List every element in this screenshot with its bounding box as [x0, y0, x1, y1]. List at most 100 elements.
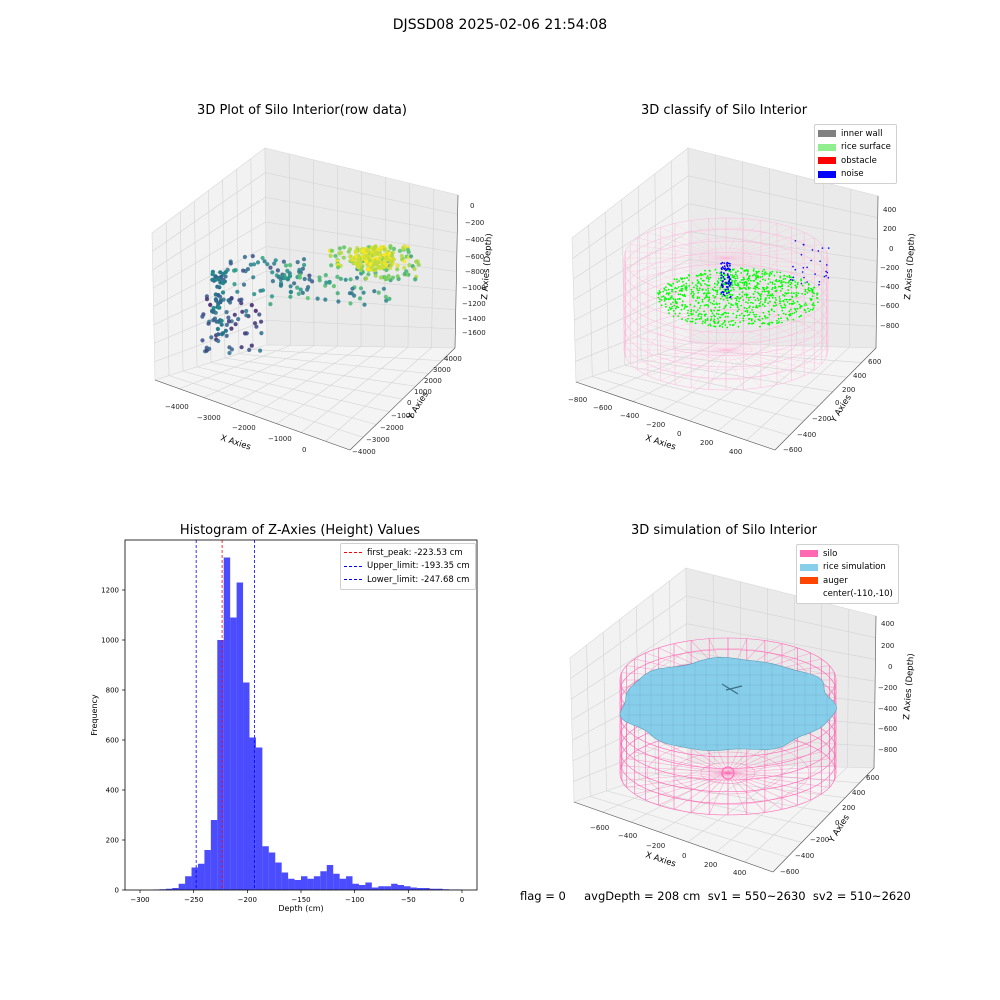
scatter-point: [252, 262, 257, 267]
scatter-point: [254, 324, 259, 329]
p1-ytick: −1000: [391, 412, 415, 420]
scatter-point: [301, 257, 307, 262]
scatter-point: [317, 278, 322, 283]
scatter-point: [259, 319, 264, 324]
scatter-point: [373, 273, 378, 278]
scatter-point: [305, 296, 310, 301]
legend-item: inner wall: [818, 127, 891, 141]
scatter-point: [240, 309, 245, 314]
scatter-point: [358, 286, 364, 291]
gridline: [250, 158, 254, 350]
scatter-point: [327, 280, 332, 285]
scatter-point: [216, 293, 221, 298]
rice-surface-swatch: [818, 143, 836, 151]
legend-label: auger: [823, 575, 848, 586]
auger-swatch: [800, 577, 818, 585]
scatter-point: [249, 303, 254, 308]
scatter-point: [220, 331, 225, 336]
gridline: [153, 246, 267, 307]
scatter-point: [348, 301, 353, 306]
scatter-point: [298, 287, 303, 292]
gridline: [154, 320, 267, 362]
scatter-point: [382, 252, 387, 257]
scatter-point: [336, 299, 341, 304]
scatter-point: [200, 314, 205, 319]
first-peak-line-swatch: [344, 552, 362, 554]
scatter-point: [229, 296, 234, 301]
scatter-point: [387, 296, 392, 301]
scatter-point: [367, 258, 373, 263]
p1-xtick: −1000: [268, 435, 292, 443]
scatter-point: [323, 273, 328, 278]
scatter-point: [272, 261, 277, 266]
scatter-point: [216, 319, 221, 324]
scatter-point: [218, 270, 223, 275]
scatter-point: [412, 266, 417, 271]
scatter-point: [389, 263, 394, 268]
p1-xtick: −4000: [165, 403, 189, 411]
scatter-point: [207, 346, 212, 351]
scatter-point: [249, 343, 254, 348]
panel3-legend: first_peak: -223.53 cm Upper_limit: -193…: [340, 543, 476, 590]
scatter-point: [252, 292, 257, 297]
gridline: [266, 320, 456, 330]
scatter-point: [397, 248, 402, 253]
scatter-point: [342, 245, 347, 250]
scatter-point: [228, 300, 233, 305]
scatter-point: [206, 321, 211, 326]
scatter-point: [244, 308, 249, 314]
lower-limit-line-swatch: [344, 579, 362, 581]
p1-ytick: 4000: [444, 355, 462, 363]
p1-ytick: −3000: [366, 436, 390, 444]
legend-item: noise: [818, 168, 891, 182]
scatter-point: [402, 259, 407, 264]
scatter-point: [288, 294, 293, 299]
scatter-point: [245, 267, 250, 272]
scatter-point: [232, 282, 237, 287]
scatter-point: [336, 265, 341, 270]
scatter-point: [405, 247, 411, 252]
scatter-point: [331, 284, 336, 289]
scatter-point: [209, 335, 214, 340]
scatter-point: [372, 246, 377, 251]
scatter-point: [364, 276, 369, 281]
scatter-point: [407, 263, 412, 268]
scatter-point: [395, 267, 400, 272]
legend-item: rice surface: [818, 141, 891, 155]
scatter-point: [223, 328, 228, 333]
scatter-point: [247, 347, 252, 352]
scatter-point: [226, 319, 232, 324]
scatter-point: [233, 322, 238, 327]
p1-ytick: 0: [407, 399, 411, 407]
scatter-point: [210, 277, 215, 282]
scatter-point: [251, 275, 256, 280]
p1-xtick: −2000: [232, 424, 256, 432]
p1-ztick: −1400: [462, 315, 486, 323]
scatter-point: [372, 289, 377, 294]
gridline: [276, 346, 385, 424]
scatter-point: [208, 302, 213, 307]
scatter-point: [255, 260, 261, 265]
p1-ztick: 0: [470, 202, 474, 210]
scatter-point: [285, 277, 290, 282]
panel2-legend: inner wall rice surface obstacle noise: [814, 124, 897, 184]
scatter-point: [330, 248, 335, 253]
scatter-point: [380, 264, 385, 269]
gridline: [301, 347, 409, 433]
p1-xlabel: X Axies: [219, 433, 252, 452]
scatter-point: [381, 286, 386, 291]
scatter-point: [216, 301, 221, 306]
scatter-point: [269, 294, 275, 299]
p1-ytick: 1000: [414, 388, 432, 396]
scatter-point: [253, 308, 258, 313]
scatter-point: [350, 286, 355, 291]
scatter-point: [353, 254, 358, 259]
legend-label: rice simulation: [823, 562, 886, 573]
scatter-point: [200, 338, 205, 343]
scatter-point: [358, 262, 363, 267]
scatter-point: [233, 268, 238, 273]
scatter-point: [362, 302, 367, 307]
scatter-point: [224, 310, 229, 315]
scatter-point: [348, 254, 353, 259]
scatter-point: [283, 263, 289, 268]
